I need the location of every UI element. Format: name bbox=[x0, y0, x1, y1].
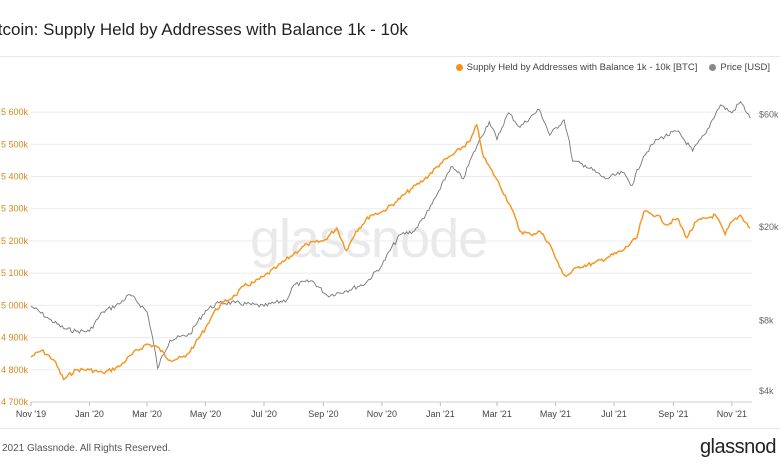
y-left-tick-label: 4 800k bbox=[1, 365, 29, 375]
x-tick-label: Nov '20 bbox=[367, 409, 397, 419]
title-divider bbox=[0, 56, 780, 57]
y-left-tick-label: 5 500k bbox=[1, 139, 29, 149]
y-left-tick-label: 5 000k bbox=[1, 300, 29, 310]
brand-logo: glassnod bbox=[699, 436, 777, 458]
y-right-tick-label: $8k bbox=[759, 315, 774, 325]
x-tick-label: Jul '20 bbox=[251, 409, 277, 419]
footer-divider bbox=[0, 428, 780, 429]
legend-item-supply[interactable]: Supply Held by Addresses with Balance 1k… bbox=[455, 62, 698, 73]
x-tick-label: Nov '19 bbox=[16, 409, 46, 419]
y-left-tick-label: 5 400k bbox=[1, 172, 29, 182]
legend-swatch-supply bbox=[455, 64, 463, 71]
x-tick-label: Nov '21 bbox=[717, 409, 747, 419]
x-tick-label: May '20 bbox=[190, 409, 221, 419]
series-line-supply bbox=[30, 123, 751, 381]
copyright-text: 2021 Glassnode. All Rights Reserved. bbox=[2, 443, 171, 454]
x-tick-label: Sep '20 bbox=[308, 409, 338, 419]
x-tick-label: Mar '21 bbox=[482, 409, 512, 419]
legend-swatch-price bbox=[709, 64, 717, 71]
chart-title: itcoin: Supply Held by Addresses with Ba… bbox=[0, 20, 408, 39]
y-left-tick-label: 5 200k bbox=[1, 236, 29, 246]
x-tick-label: Jan '20 bbox=[75, 409, 104, 419]
legend-label-price: Price [USD] bbox=[720, 62, 770, 73]
y-left-tick-label: 5 100k bbox=[1, 268, 29, 278]
y-left-tick-label: 5 300k bbox=[1, 204, 29, 214]
series-line-price bbox=[30, 101, 751, 370]
y-right-tick-label: $4k bbox=[759, 386, 774, 396]
y-left-tick-label: 4 900k bbox=[1, 333, 29, 343]
legend: Supply Held by Addresses with Balance 1k… bbox=[455, 62, 770, 73]
x-tick-label: Sep '21 bbox=[658, 409, 688, 419]
x-tick-label: May '21 bbox=[540, 409, 571, 419]
y-left-tick-label: 4 700k bbox=[1, 397, 29, 407]
x-tick-label: Jul '21 bbox=[601, 409, 627, 419]
legend-item-price[interactable]: Price [USD] bbox=[709, 62, 770, 73]
y-left-tick-label: 5 600k bbox=[1, 107, 29, 117]
legend-label-supply: Supply Held by Addresses with Balance 1k… bbox=[466, 62, 698, 73]
y-right-tick-label: $60k bbox=[759, 110, 779, 120]
y-right-tick-label: $20k bbox=[759, 222, 779, 232]
x-tick-label: Mar '20 bbox=[132, 409, 162, 419]
x-tick-label: Jan '21 bbox=[426, 409, 455, 419]
